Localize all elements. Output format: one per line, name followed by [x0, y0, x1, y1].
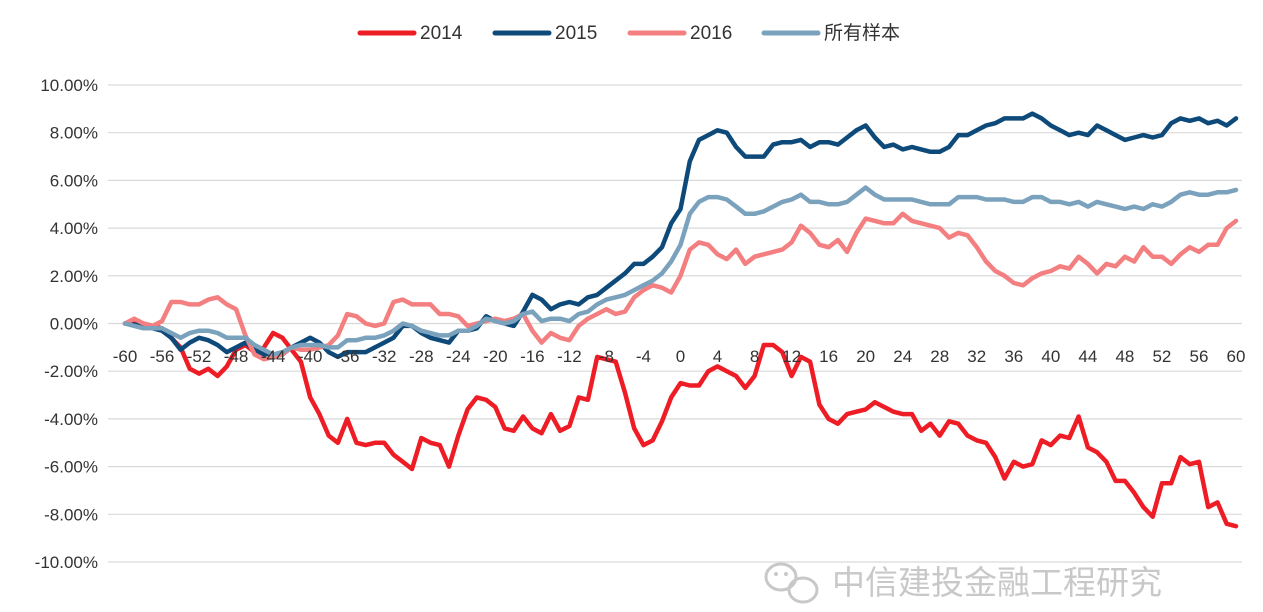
- y-tick-label: 2.00%: [50, 267, 98, 286]
- x-tick-label: 0: [676, 347, 685, 366]
- legend-item: 2016: [627, 23, 732, 44]
- x-tick-label: 32: [967, 347, 986, 366]
- watermark-text: 中信建投金融工程研究: [832, 563, 1162, 602]
- series-line-0: [122, 321, 1239, 529]
- y-tick-label: -8.00%: [44, 505, 98, 524]
- x-tick-label: 36: [1004, 347, 1023, 366]
- legend-label: 所有样本: [824, 22, 900, 44]
- x-tick-label: -48: [224, 347, 249, 366]
- y-tick-label: 0.00%: [50, 315, 98, 334]
- y-tick-label: -6.00%: [44, 458, 98, 477]
- x-tick-label: 48: [1115, 347, 1134, 366]
- wechat-icon: [764, 562, 819, 604]
- x-tick-label: -28: [409, 347, 434, 366]
- legend-label: 2016: [690, 23, 732, 44]
- series-line-1: [122, 111, 1239, 360]
- y-tick-label: -4.00%: [44, 410, 98, 429]
- legend-label: 2015: [555, 23, 597, 44]
- series-line-2: [122, 211, 1239, 362]
- x-tick-label: 52: [1152, 347, 1171, 366]
- y-tick-label: -10.00%: [35, 553, 98, 572]
- y-tick-label: -2.00%: [44, 362, 98, 381]
- gridlines: [108, 84, 1242, 563]
- x-tick-label: -56: [150, 347, 175, 366]
- x-tick-label: 56: [1190, 347, 1209, 366]
- x-tick-label: -20: [483, 347, 508, 366]
- legend: 2014 2015 2016 所有样本: [357, 22, 900, 44]
- series-line-3: [122, 185, 1239, 357]
- x-tick-label: 12: [782, 347, 801, 366]
- x-tick-label: 16: [819, 347, 838, 366]
- x-tick-label: 60: [1227, 347, 1246, 366]
- y-tick-label: 4.00%: [50, 219, 98, 238]
- x-tick-label: 40: [1041, 347, 1060, 366]
- x-tick-label: -44: [261, 347, 286, 366]
- x-tick-label: 8: [750, 347, 759, 366]
- x-tick-label: -36: [335, 347, 360, 366]
- x-tick-label: 24: [893, 347, 912, 366]
- legend-label: 2014: [420, 23, 463, 44]
- x-tick-label: -24: [446, 347, 471, 366]
- y-tick-label: 10.00%: [40, 76, 98, 95]
- watermark: 中信建投金融工程研究: [764, 562, 1162, 604]
- y-axis: 10.00% 8.00% 6.00% 4.00% 2.00% 0.00% -2.00% -4.…: [35, 76, 98, 572]
- y-tick-label: 6.00%: [50, 171, 98, 190]
- x-tick-label: 4: [713, 347, 722, 366]
- legend-item: 所有样本: [761, 22, 900, 44]
- y-tick-label: 8.00%: [50, 124, 98, 143]
- legend-item: 2015: [492, 23, 597, 44]
- legend-item: 2014: [357, 23, 463, 44]
- x-tick-label: 28: [930, 347, 949, 366]
- x-tick-label: -12: [557, 347, 582, 366]
- x-tick-label: 20: [856, 347, 875, 366]
- x-tick-label: 44: [1078, 347, 1097, 366]
- x-tick-label: -52: [187, 347, 212, 366]
- x-axis: -60 -56 -52 -48 -44 -40 -36 -32 -28 -24 -20 -16 -12-…: [113, 347, 1246, 366]
- x-tick-label: -8: [599, 347, 614, 366]
- x-tick-label: -32: [372, 347, 397, 366]
- series-layer: [122, 111, 1239, 529]
- x-tick-label: -4: [636, 347, 651, 366]
- x-tick-label: -40: [298, 347, 323, 366]
- x-tick-label: -16: [520, 347, 545, 366]
- x-tick-label: -60: [113, 347, 138, 366]
